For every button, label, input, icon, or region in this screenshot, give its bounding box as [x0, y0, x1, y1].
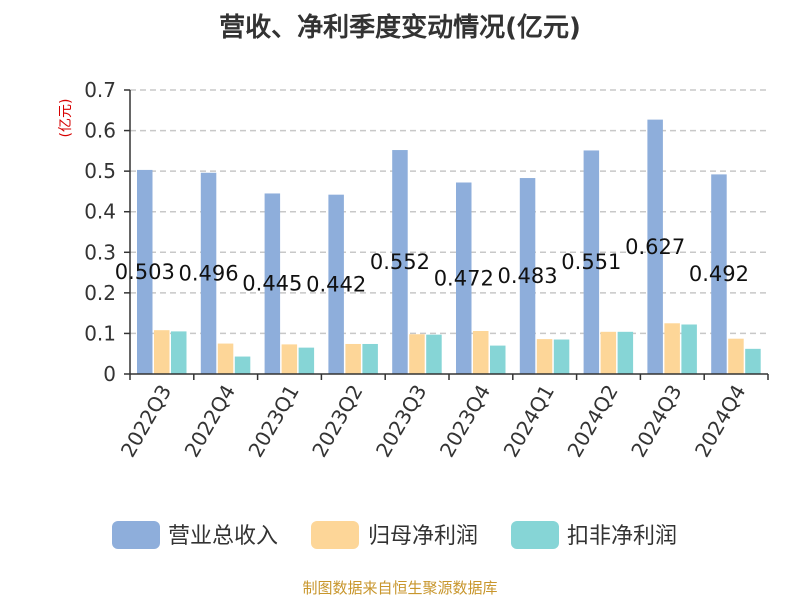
- data-label-2022Q4: 0.496: [178, 261, 238, 285]
- y-tick-label-6: 0.6: [84, 119, 116, 143]
- y-tick-label-4: 0.4: [84, 200, 116, 224]
- y-tick-label-5: 0.5: [84, 159, 116, 183]
- x-tick-label-2023Q4: 2023Q4: [435, 381, 495, 462]
- legend-item-2[interactable]: 扣非净利润: [511, 521, 677, 549]
- x-tick-label-2023Q1: 2023Q1: [243, 381, 303, 462]
- legend-item-1[interactable]: 归母净利润: [311, 521, 478, 549]
- bar-series0-2024Q2[interactable]: [583, 150, 600, 374]
- chart-title: 营收、净利季度变动情况(亿元): [219, 12, 581, 43]
- bar-series0-2023Q3[interactable]: [392, 150, 408, 374]
- bar-series1-2022Q4[interactable]: [217, 343, 234, 374]
- bar-series2-2023Q1[interactable]: [298, 347, 315, 374]
- x-tick-label-2024Q2: 2024Q2: [562, 381, 622, 462]
- bar-series2-2023Q3[interactable]: [426, 334, 442, 374]
- x-tick-label-2022Q4: 2022Q4: [180, 381, 240, 462]
- grid-layer: [130, 89, 768, 335]
- data-label-2024Q2: 0.551: [561, 250, 621, 274]
- legend-label-1: 归母净利润: [368, 524, 478, 549]
- bar-series0-2022Q4[interactable]: [200, 172, 217, 374]
- bar-series1-2022Q3[interactable]: [154, 330, 170, 374]
- bar-series0-2023Q2[interactable]: [328, 194, 344, 374]
- bar-series0-2023Q1[interactable]: [264, 193, 281, 374]
- data-label-2023Q2: 0.442: [306, 272, 366, 296]
- x-tick-label-2022Q3: 2022Q3: [116, 381, 176, 462]
- bar-series0-2022Q3[interactable]: [137, 169, 153, 374]
- data-label-2024Q1: 0.483: [497, 264, 557, 288]
- data-label-2023Q1: 0.445: [242, 272, 302, 296]
- bar-series2-2024Q2[interactable]: [617, 331, 634, 374]
- y-tick-label-3: 0.3: [84, 240, 116, 264]
- legend-label-0: 营业总收入: [168, 524, 278, 549]
- y-axis-label: (亿元): [58, 99, 74, 138]
- bar-series0-2023Q4[interactable]: [456, 182, 472, 374]
- legend-swatch-2: [511, 521, 559, 549]
- data-label-2024Q4: 0.492: [689, 262, 749, 286]
- bar-series2-2022Q3[interactable]: [171, 331, 187, 374]
- data-label-2022Q3: 0.503: [115, 260, 175, 284]
- data-label-2023Q4: 0.472: [434, 266, 494, 290]
- legend-item-0[interactable]: 营业总收入: [112, 521, 278, 549]
- bar-series0-2024Q4[interactable]: [711, 174, 727, 374]
- x-tick-label-2024Q1: 2024Q1: [499, 381, 559, 462]
- bar-series2-2024Q1[interactable]: [553, 339, 570, 374]
- bar-series2-2023Q4[interactable]: [490, 345, 506, 374]
- x-tick-label-2024Q3: 2024Q3: [626, 381, 686, 462]
- x-tick-label-2023Q2: 2023Q2: [307, 381, 367, 462]
- bars-layer: [137, 119, 761, 374]
- bar-series2-2024Q3[interactable]: [681, 324, 697, 374]
- bar-series1-2024Q4[interactable]: [728, 338, 744, 374]
- footer-source: 制图数据来自恒生聚源数据库: [302, 579, 497, 597]
- bar-series1-2023Q3[interactable]: [409, 334, 425, 374]
- x-tick-label-2024Q4: 2024Q4: [690, 381, 750, 462]
- bar-series0-2024Q3[interactable]: [647, 119, 663, 374]
- bar-series1-2023Q4[interactable]: [473, 330, 489, 374]
- bar-series2-2023Q2[interactable]: [362, 343, 378, 374]
- y-tick-label-1: 0.1: [84, 321, 116, 345]
- data-label-2024Q3: 0.627: [625, 235, 685, 259]
- y-tick-label-7: 0.7: [84, 78, 116, 102]
- bar-series0-2024Q1[interactable]: [519, 178, 536, 374]
- x-tick-label-2023Q3: 2023Q3: [371, 381, 431, 462]
- bar-series1-2024Q3[interactable]: [664, 323, 680, 374]
- y-tick-label-0: 0: [103, 362, 116, 386]
- bar-series2-2024Q4[interactable]: [745, 348, 761, 374]
- legend-swatch-1: [311, 521, 359, 549]
- bar-series1-2023Q1[interactable]: [281, 344, 298, 374]
- bar-series1-2024Q2[interactable]: [600, 331, 617, 374]
- legend[interactable]: 营业总收入 归母净利润 扣非净利润: [112, 521, 677, 549]
- data-label-2023Q3: 0.552: [370, 250, 430, 274]
- y-tick-label-2: 0.2: [84, 281, 116, 305]
- legend-label-2: 扣非净利润: [567, 524, 677, 549]
- bar-series1-2023Q2[interactable]: [345, 343, 361, 374]
- bar-series2-2022Q4[interactable]: [234, 356, 251, 374]
- bar-series1-2024Q1[interactable]: [536, 339, 553, 374]
- legend-swatch-0: [112, 521, 160, 549]
